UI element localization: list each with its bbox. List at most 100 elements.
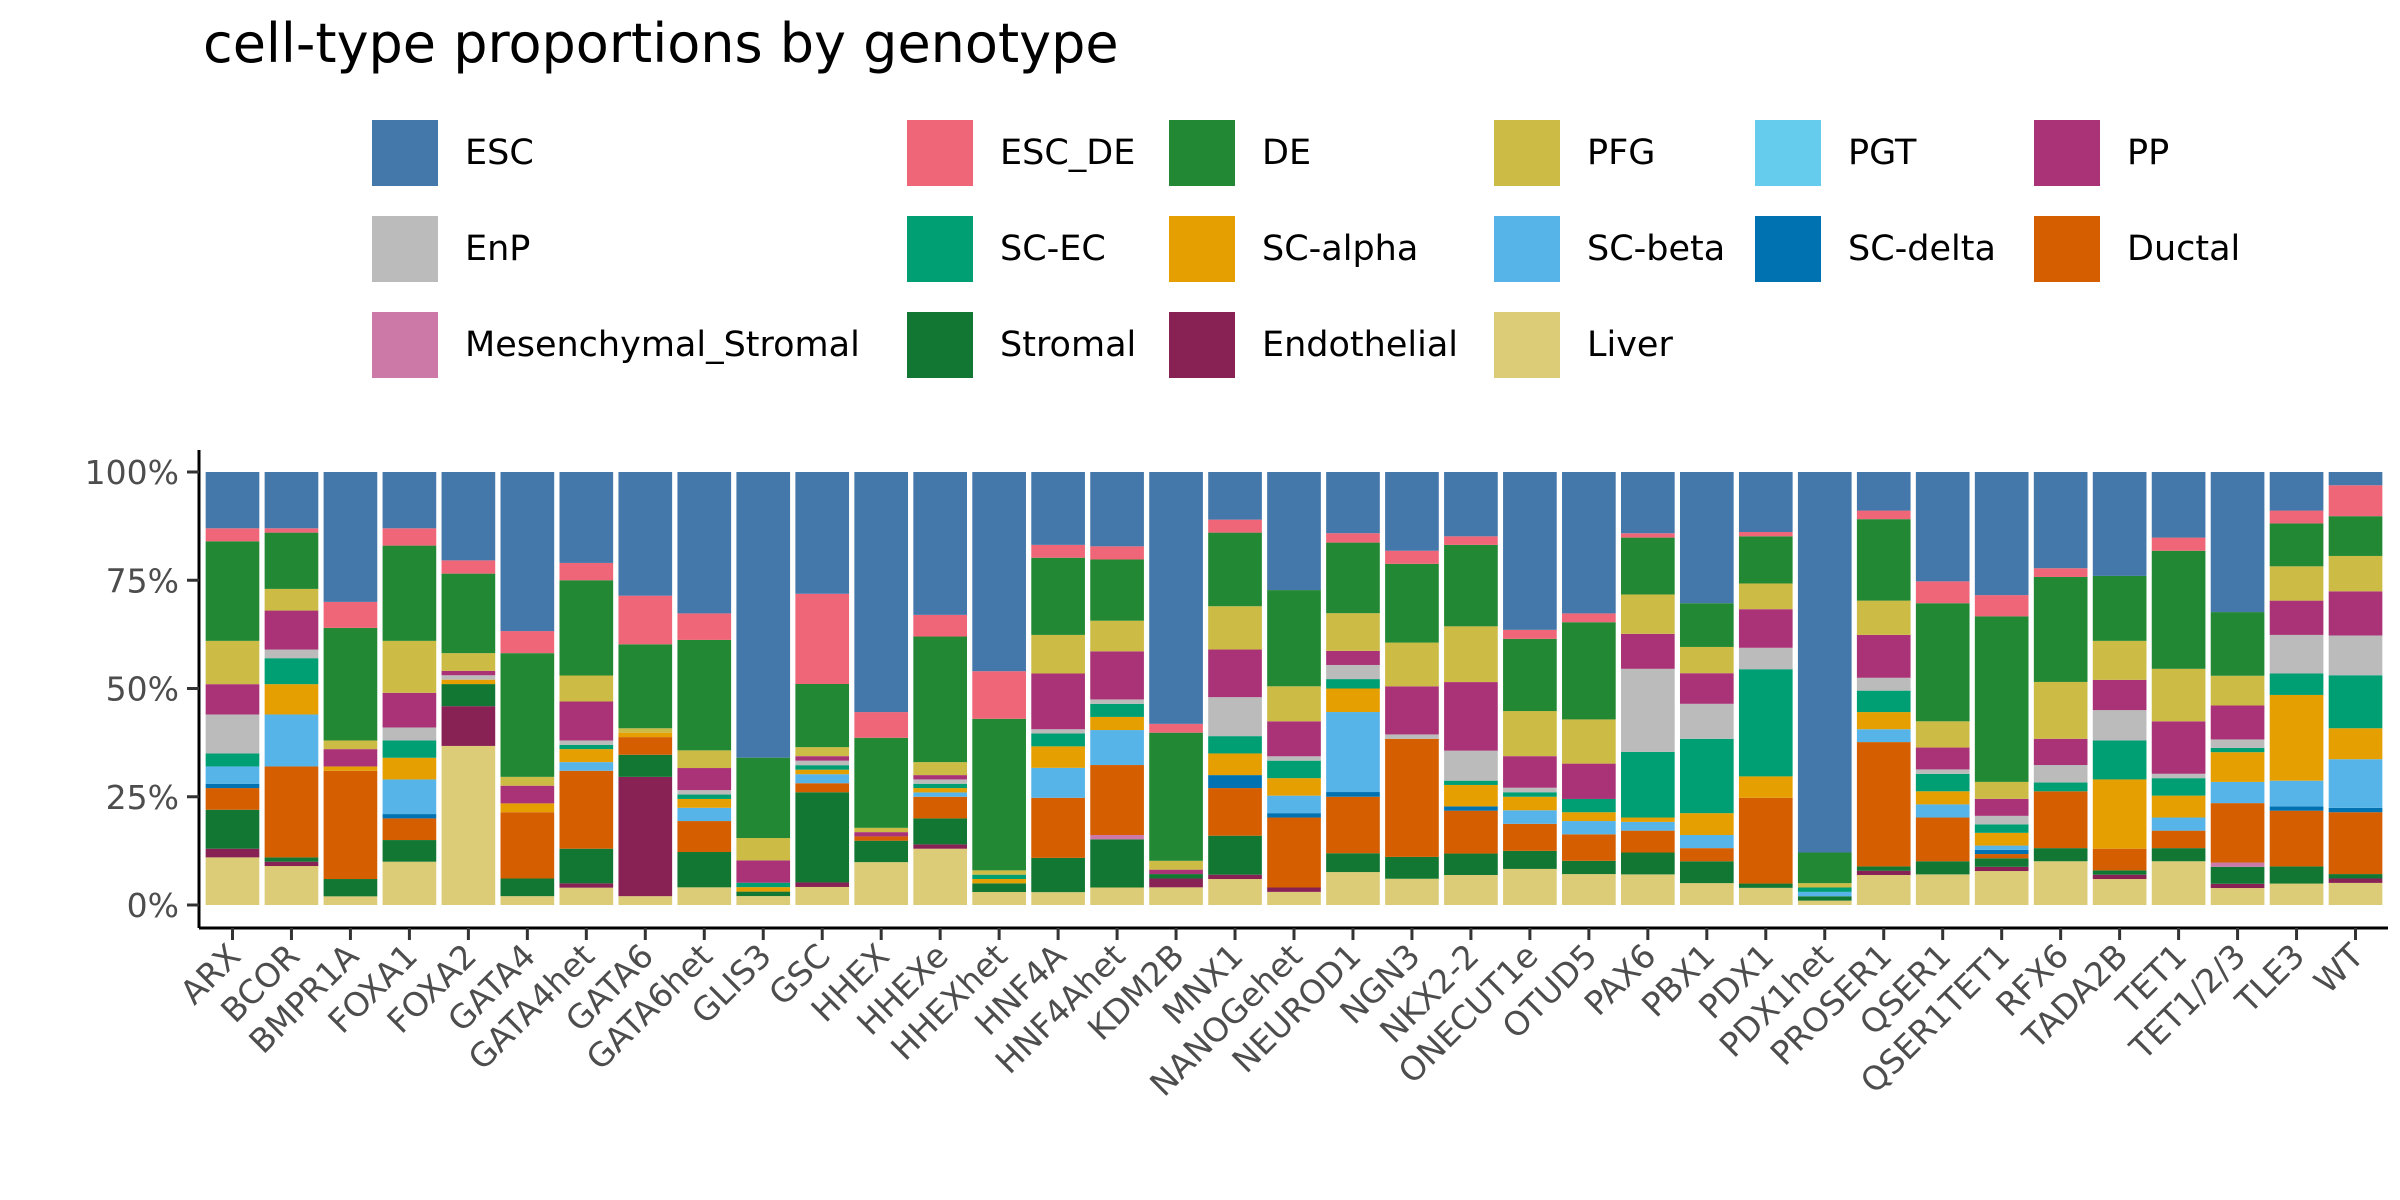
segment-gata6-liver [618, 896, 673, 905]
segment-tet1-enp [2151, 773, 2206, 779]
segment-gata6het-enp [677, 790, 732, 795]
bars-layer [205, 472, 2383, 905]
legend-item-esc: ESC [372, 120, 534, 186]
segment-nanogehet-sc-delta [1267, 813, 1321, 818]
segment-foxa2-pp [441, 670, 496, 676]
segment-onecut1e-esc [1503, 472, 1557, 630]
segment-ngn3-enp [1385, 734, 1439, 739]
segment-pdx1het-sc-beta [1797, 891, 1852, 897]
segment-proser1-pfg [1856, 600, 1911, 635]
segment-foxa1-pp [382, 692, 437, 728]
segment-bcor-liver [264, 866, 319, 905]
segment-pdx1het-sc-ec [1797, 887, 1852, 892]
segment-mnx1-sc-delta [1208, 775, 1262, 789]
segment-gata4het-sc-alpha [559, 749, 614, 763]
segment-gsc-de [795, 683, 850, 748]
legend-swatch [2034, 216, 2100, 282]
segment-hnf4a-esc-de [1031, 544, 1085, 558]
segment-arx-endothelial [205, 848, 260, 858]
segment-foxa1-liver [382, 861, 437, 905]
segment-hnf4ahet-sc-alpha [1090, 716, 1144, 731]
segment-foxa1-de [382, 545, 437, 641]
segment-foxa2-endothelial [441, 706, 496, 746]
segment-qser1tet1-esc [1974, 472, 2029, 596]
segment-neurod1-de [1326, 542, 1380, 614]
bar-foxa1 [382, 472, 437, 905]
segment-proser1-ductal [1856, 742, 1911, 867]
segment-arx-sc-delta [205, 783, 260, 789]
bar-qser1tet1 [1974, 472, 2029, 905]
segment-pax6-esc-de [1621, 533, 1675, 538]
segment-nkx2-2-esc [1444, 472, 1498, 537]
segment-pdx1het-pfg [1797, 883, 1852, 888]
segment-otud5-sc-ec [1562, 798, 1616, 813]
segment-tle3-esc [2269, 472, 2324, 511]
segment-qser1-enp [1915, 769, 1970, 774]
segment-wt-sc-ec [2328, 675, 2383, 729]
segment-bcor-enp [264, 649, 319, 659]
segment-tet1-liver [2151, 861, 2206, 905]
segment-pbx1-sc-alpha [1679, 813, 1734, 836]
segment-qser1tet1-enp [1974, 815, 2029, 825]
segment-hhex-esc-de [854, 712, 909, 738]
segment-qser1-sc-beta [1915, 804, 1970, 818]
segment-gata6het-pp [677, 768, 732, 791]
segment-gata4het-sc-ec [559, 744, 614, 750]
segment-wt-ductal [2328, 812, 2383, 875]
segment-foxa1-sc-alpha [382, 757, 437, 780]
segment-proser1-esc [1856, 472, 1911, 511]
segment-tada2b-liver [2092, 879, 2147, 905]
y-axis: 0% 25% 50% 75% 100% [85, 450, 201, 928]
segment-mnx1-esc-de [1208, 519, 1262, 533]
segment-pax6-sc-ec [1621, 751, 1675, 818]
segment-rfx6-esc-de [2033, 568, 2088, 577]
segment-wt-esc-de [2328, 485, 2383, 517]
bar-glis3 [736, 472, 791, 905]
segment-wt-stromal [2328, 874, 2383, 879]
segment-arx-pfg [205, 640, 260, 685]
segment-onecut1e-liver [1503, 868, 1557, 905]
segment-nkx2-2-sc-alpha [1444, 784, 1498, 807]
segment-tet1-stromal [2151, 848, 2206, 862]
segment-bmpr1a-sc-alpha [323, 766, 378, 771]
segment-bcor-ductal [264, 766, 319, 858]
legend-swatch [907, 216, 973, 282]
segment-nkx2-2-ductal [1444, 810, 1498, 854]
segment-bcor-pfg [264, 588, 319, 611]
segment-qser1tet1-sc-delta [1974, 849, 2029, 855]
segment-glis3-pp [736, 860, 791, 883]
segment-neurod1-sc-delta [1326, 792, 1380, 797]
bar-gata6 [618, 472, 673, 905]
segment-ngn3-esc-de [1385, 550, 1439, 564]
x-tick-label-tle3: TLE3 [2227, 936, 2312, 1021]
legend-label: ESC_DE [1000, 133, 1136, 173]
segment-hhexhet-liver [972, 892, 1026, 905]
bar-bmpr1a [323, 472, 378, 905]
segment-tet1-ductal [2151, 830, 2206, 849]
segment-glis3-esc [736, 472, 791, 758]
segment-wt-enp [2328, 635, 2383, 676]
bar-gata4het [559, 472, 614, 905]
segment-foxa1-ductal [382, 818, 437, 841]
segment-gata6het-liver [677, 887, 732, 905]
segment-tle3-sc-alpha [2269, 694, 2324, 781]
segment-gata6-de [618, 644, 673, 729]
segment-neurod1-liver [1326, 872, 1380, 905]
segment-foxa2-liver [441, 745, 496, 905]
segment-tet1-2-3-enp [2210, 739, 2265, 748]
segment-pax6-sc-alpha [1621, 817, 1675, 822]
segment-nkx2-2-sc-delta [1444, 806, 1498, 811]
chart-title: cell-type proportions by genotype [203, 12, 1119, 75]
segment-hnf4a-sc-ec [1031, 733, 1085, 747]
segment-mnx1-endothelial [1208, 874, 1262, 880]
segment-wt-sc-beta [2328, 759, 2383, 808]
segment-proser1-stromal [1856, 866, 1911, 871]
segment-bcor-stromal [264, 857, 319, 862]
segment-gata6het-ductal [677, 821, 732, 852]
y-tick-label: 100% [85, 453, 179, 492]
segment-pdx1-liver [1738, 887, 1793, 905]
bar-kdm2b [1149, 472, 1203, 905]
segment-hnf4a-sc-beta [1031, 767, 1085, 798]
segment-bcor-de [264, 532, 319, 589]
